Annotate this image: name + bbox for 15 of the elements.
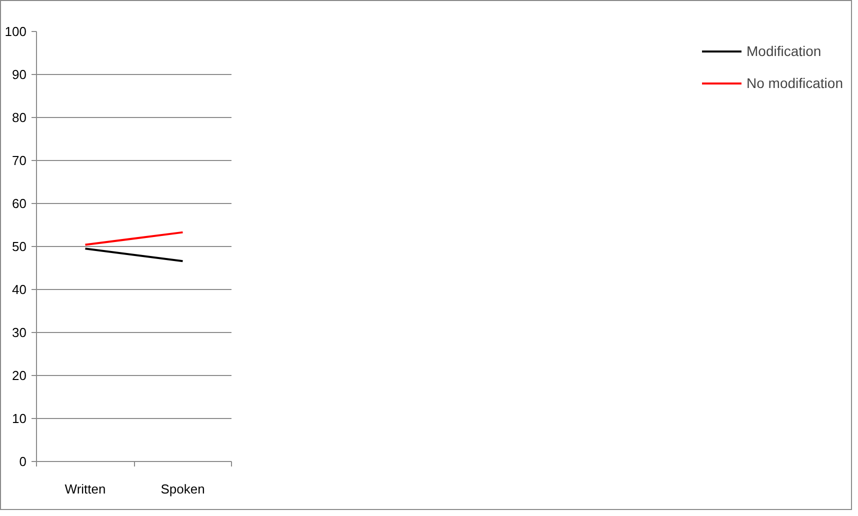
legend-label: Modification	[746, 43, 822, 59]
y-tick-label: 20	[12, 368, 27, 383]
y-tick-label: 40	[12, 282, 27, 297]
y-tick-label: 70	[12, 153, 27, 168]
legend-label: No modification	[746, 75, 843, 91]
y-tick-label: 30	[12, 325, 27, 340]
y-tick-label: 100	[4, 24, 27, 39]
y-tick-label: 90	[12, 67, 27, 82]
x-tick-label: Spoken	[160, 482, 205, 496]
y-tick-label: 50	[12, 239, 27, 254]
y-tick-label: 10	[12, 411, 27, 426]
x-tick-label: Written	[64, 482, 106, 496]
y-tick-label: 80	[12, 110, 27, 125]
y-tick-label: 0	[19, 454, 27, 469]
y-tick-label: 60	[12, 196, 27, 211]
